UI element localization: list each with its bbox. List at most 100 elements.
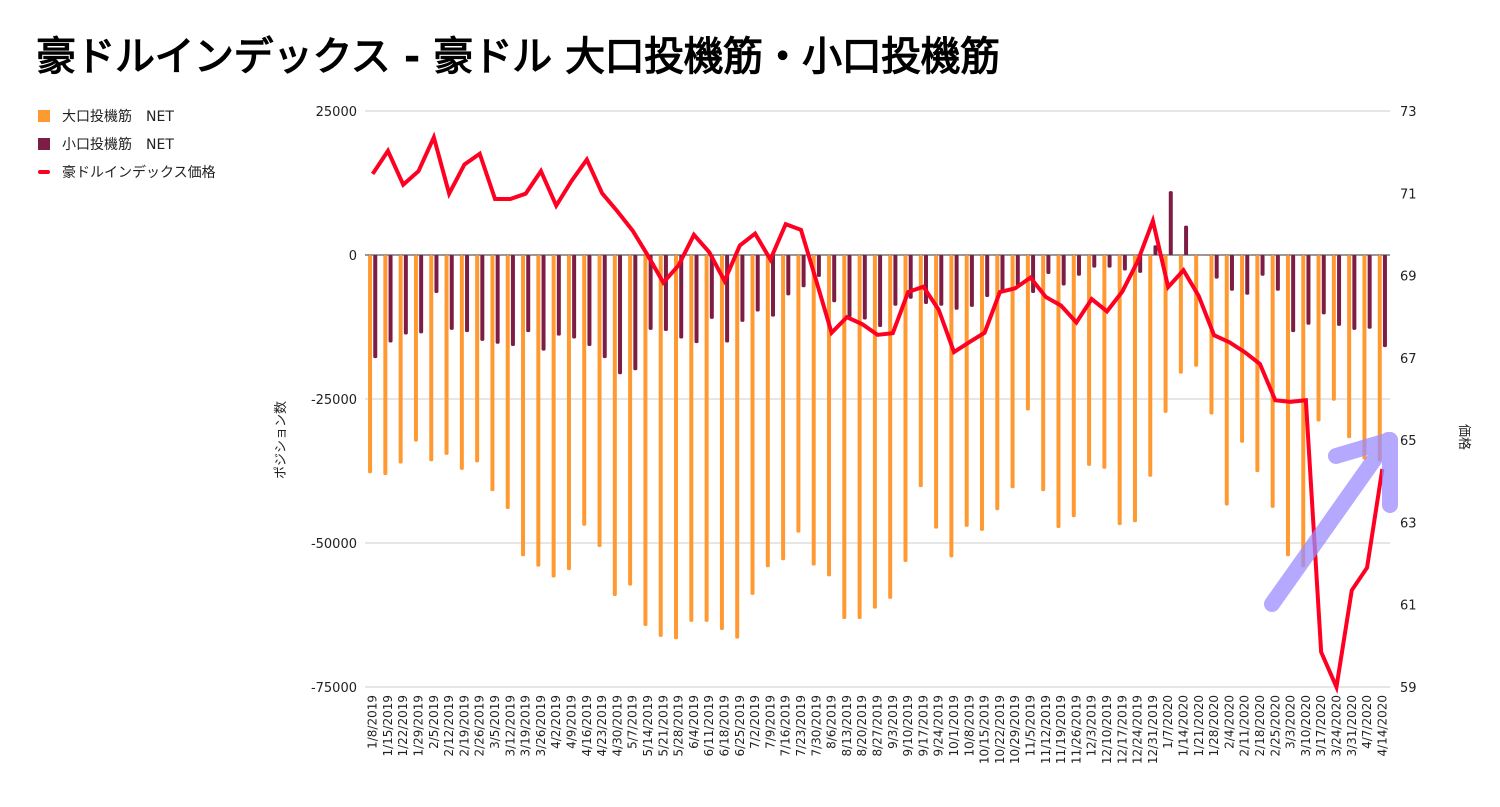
bar-small-speculators	[939, 255, 944, 306]
bar-large-speculators	[521, 255, 526, 557]
x-tick-label: 12/31/2019	[1146, 695, 1160, 764]
x-tick-label: 3/24/2020	[1329, 695, 1343, 757]
x-tick-label: 1/15/2019	[381, 695, 395, 757]
x-tick-label: 4/30/2019	[610, 695, 624, 757]
arrow-head-left	[1328, 432, 1398, 464]
bar-small-speculators	[801, 255, 806, 288]
bar-large-speculators	[1163, 255, 1168, 413]
bar-small-speculators	[1291, 255, 1296, 333]
bar-small-speculators	[465, 255, 470, 333]
y2-tick-label: 65	[1400, 434, 1417, 449]
x-tick-label: 9/17/2019	[916, 695, 930, 757]
bar-small-speculators	[1000, 255, 1005, 292]
bar-small-speculators	[1076, 255, 1081, 276]
y2-tick-label: 63	[1400, 516, 1417, 531]
legend-item-small-speculators[interactable]: 小口投機筋 NET	[38, 130, 216, 158]
bar-small-speculators	[602, 255, 607, 359]
x-tick-label: 2/25/2020	[1268, 695, 1282, 757]
x-tick-label: 1/14/2020	[1176, 695, 1190, 757]
x-tick-label: 2/5/2019	[427, 695, 441, 749]
x-tick-label: 12/24/2019	[1131, 695, 1145, 764]
legend-item-large-speculators[interactable]: 大口投機筋 NET	[38, 102, 216, 130]
bar-small-speculators	[495, 255, 500, 344]
bar-small-speculators	[403, 255, 408, 335]
x-tick-label: 3/26/2019	[534, 695, 548, 757]
bar-large-speculators	[1010, 255, 1015, 489]
x-tick-label: 7/16/2019	[779, 695, 793, 757]
bar-small-speculators	[1168, 191, 1173, 255]
bar-small-speculators	[923, 255, 928, 304]
x-tick-label: 5/14/2019	[641, 695, 655, 757]
x-tick-label: 9/10/2019	[901, 695, 915, 757]
bar-large-speculators	[979, 255, 984, 531]
x-tick-label: 3/5/2019	[488, 695, 502, 749]
bar-large-speculators	[934, 255, 939, 529]
bar-large-speculators	[643, 255, 648, 626]
bar-large-speculators	[1209, 255, 1214, 415]
bar-small-speculators	[1153, 245, 1158, 255]
bar-large-speculators	[1148, 255, 1153, 477]
bar-small-speculators	[847, 255, 852, 318]
bar-small-speculators	[679, 255, 684, 339]
x-tick-label: 10/1/2019	[947, 695, 961, 757]
bar-large-speculators	[750, 255, 755, 595]
bar-small-speculators	[878, 255, 883, 327]
x-tick-label: 8/6/2019	[825, 695, 839, 749]
x-tick-label: 4/14/2020	[1375, 695, 1389, 757]
x-tick-label: 4/2/2019	[549, 695, 563, 749]
x-tick-label: 7/23/2019	[794, 695, 808, 757]
bar-small-speculators	[908, 255, 913, 299]
x-tick-label: 9/3/2019	[886, 695, 900, 749]
chart-title: 豪ドルインデックス - 豪ドル 大口投機筋・小口投機筋	[36, 34, 1000, 80]
bar-small-speculators	[648, 255, 653, 330]
bar-large-speculators	[536, 255, 541, 567]
x-tick-label: 7/2/2019	[748, 695, 762, 749]
bar-small-speculators	[388, 255, 393, 343]
bar-small-speculators	[1245, 255, 1250, 295]
bar-large-speculators	[811, 255, 816, 566]
x-tick-label: 11/5/2019	[1023, 695, 1037, 757]
bar-small-speculators	[709, 255, 714, 319]
x-tick-label: 3/12/2019	[503, 695, 517, 757]
x-tick-label: 1/8/2019	[366, 695, 380, 749]
y2-tick-label: 73	[1400, 105, 1417, 120]
x-tick-label: 6/4/2019	[687, 695, 701, 749]
bar-large-speculators	[444, 255, 449, 455]
legend-swatch-red-line	[38, 170, 50, 174]
bar-small-speculators	[771, 255, 776, 317]
bar-large-speculators	[1025, 255, 1030, 411]
bar-large-speculators	[704, 255, 709, 622]
bar-large-speculators	[551, 255, 556, 578]
bar-small-speculators	[480, 255, 485, 341]
bar-small-speculators	[1337, 255, 1342, 326]
bar-small-speculators	[1367, 255, 1372, 329]
bar-large-speculators	[459, 255, 464, 470]
bar-small-speculators	[556, 255, 561, 336]
x-tick-label: 1/21/2020	[1192, 695, 1206, 757]
bar-large-speculators	[995, 255, 1000, 511]
bar-small-speculators	[1382, 255, 1387, 348]
price-line	[370, 131, 1385, 695]
x-tick-label: 2/26/2019	[473, 695, 487, 757]
legend-label: 小口投機筋 NET	[62, 137, 174, 153]
x-tick-label: 3/10/2020	[1299, 695, 1313, 757]
x-tick-label: 2/4/2020	[1222, 695, 1236, 749]
y2-tick-label: 59	[1400, 681, 1417, 696]
x-tick-label: 2/18/2020	[1253, 695, 1267, 757]
legend-item-price[interactable]: 豪ドルインデックス価格	[38, 158, 216, 186]
bar-large-speculators	[475, 255, 480, 463]
x-tick-label: 6/18/2019	[718, 695, 732, 757]
bar-small-speculators	[1092, 255, 1097, 268]
y-tick-label: -50000	[311, 537, 357, 552]
x-tick-label: 3/31/2020	[1345, 695, 1359, 757]
y-tick-label: 25000	[316, 105, 357, 120]
bar-small-speculators	[954, 255, 959, 310]
bar-large-speculators	[612, 255, 617, 596]
bar-large-speculators	[674, 255, 679, 640]
x-tick-label: 10/29/2019	[1008, 695, 1022, 764]
bar-small-speculators	[587, 255, 592, 347]
bar-small-speculators	[373, 255, 378, 359]
bar-large-speculators	[597, 255, 602, 548]
x-tick-label: 4/7/2020	[1360, 695, 1374, 749]
x-tick-label: 8/20/2019	[855, 695, 869, 757]
